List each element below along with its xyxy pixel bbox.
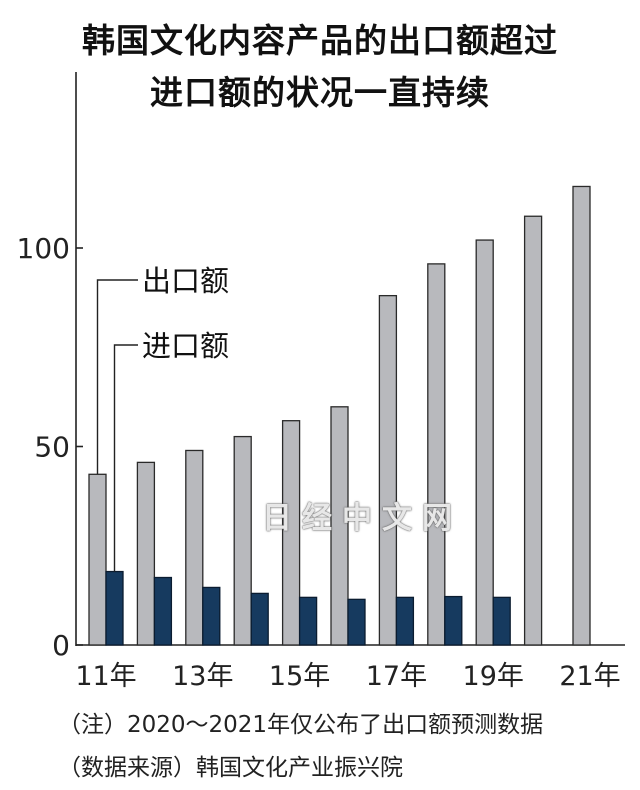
legend-leader-import	[113, 344, 138, 572]
y-tick-label: 100	[17, 232, 70, 265]
y-tick-label: 0	[52, 629, 70, 662]
x-tick-label: 17年	[366, 661, 427, 692]
watermark: 日经中文网	[262, 501, 462, 536]
bar-export	[523, 215, 543, 646]
bar-export	[281, 420, 301, 646]
x-tick-label: 13年	[172, 661, 233, 692]
bar-import	[444, 595, 463, 646]
bar-export	[475, 239, 494, 646]
bar-export	[88, 473, 107, 646]
legend-label-export: 出口额	[142, 264, 229, 298]
x-tick-label: 19年	[463, 661, 524, 692]
x-tick-label: 11年	[75, 661, 136, 692]
x-tick-label: 21年	[559, 661, 620, 692]
x-tick-label: 15年	[269, 661, 330, 692]
bar-export	[330, 406, 349, 646]
bar-export	[378, 294, 398, 646]
bar-import	[395, 596, 415, 646]
bar-export	[427, 263, 446, 646]
bar-import	[153, 576, 173, 646]
bar-import	[202, 586, 221, 646]
bar-import	[298, 596, 318, 646]
source-note: （数据来源）韩国文化产业振兴院	[58, 755, 403, 781]
legend-leader-export	[96, 279, 138, 475]
bar-import	[347, 598, 366, 646]
bar-import	[492, 596, 511, 646]
bar-import	[250, 592, 269, 646]
y-tick-label: 50	[34, 431, 70, 464]
chart-title-line-1: 韩国文化内容产品的出口额超过	[82, 21, 558, 60]
bar-import	[105, 570, 124, 646]
chart-title-line-2: 进口额的状况一直持续	[150, 73, 490, 112]
bar-export	[233, 435, 252, 646]
bar-export	[185, 449, 204, 646]
bar-export	[572, 185, 591, 646]
footnote: （注）2020～2021年仅公布了出口额预测数据	[58, 712, 544, 738]
legend-label-import: 进口额	[142, 329, 229, 363]
bar-export	[136, 461, 156, 646]
